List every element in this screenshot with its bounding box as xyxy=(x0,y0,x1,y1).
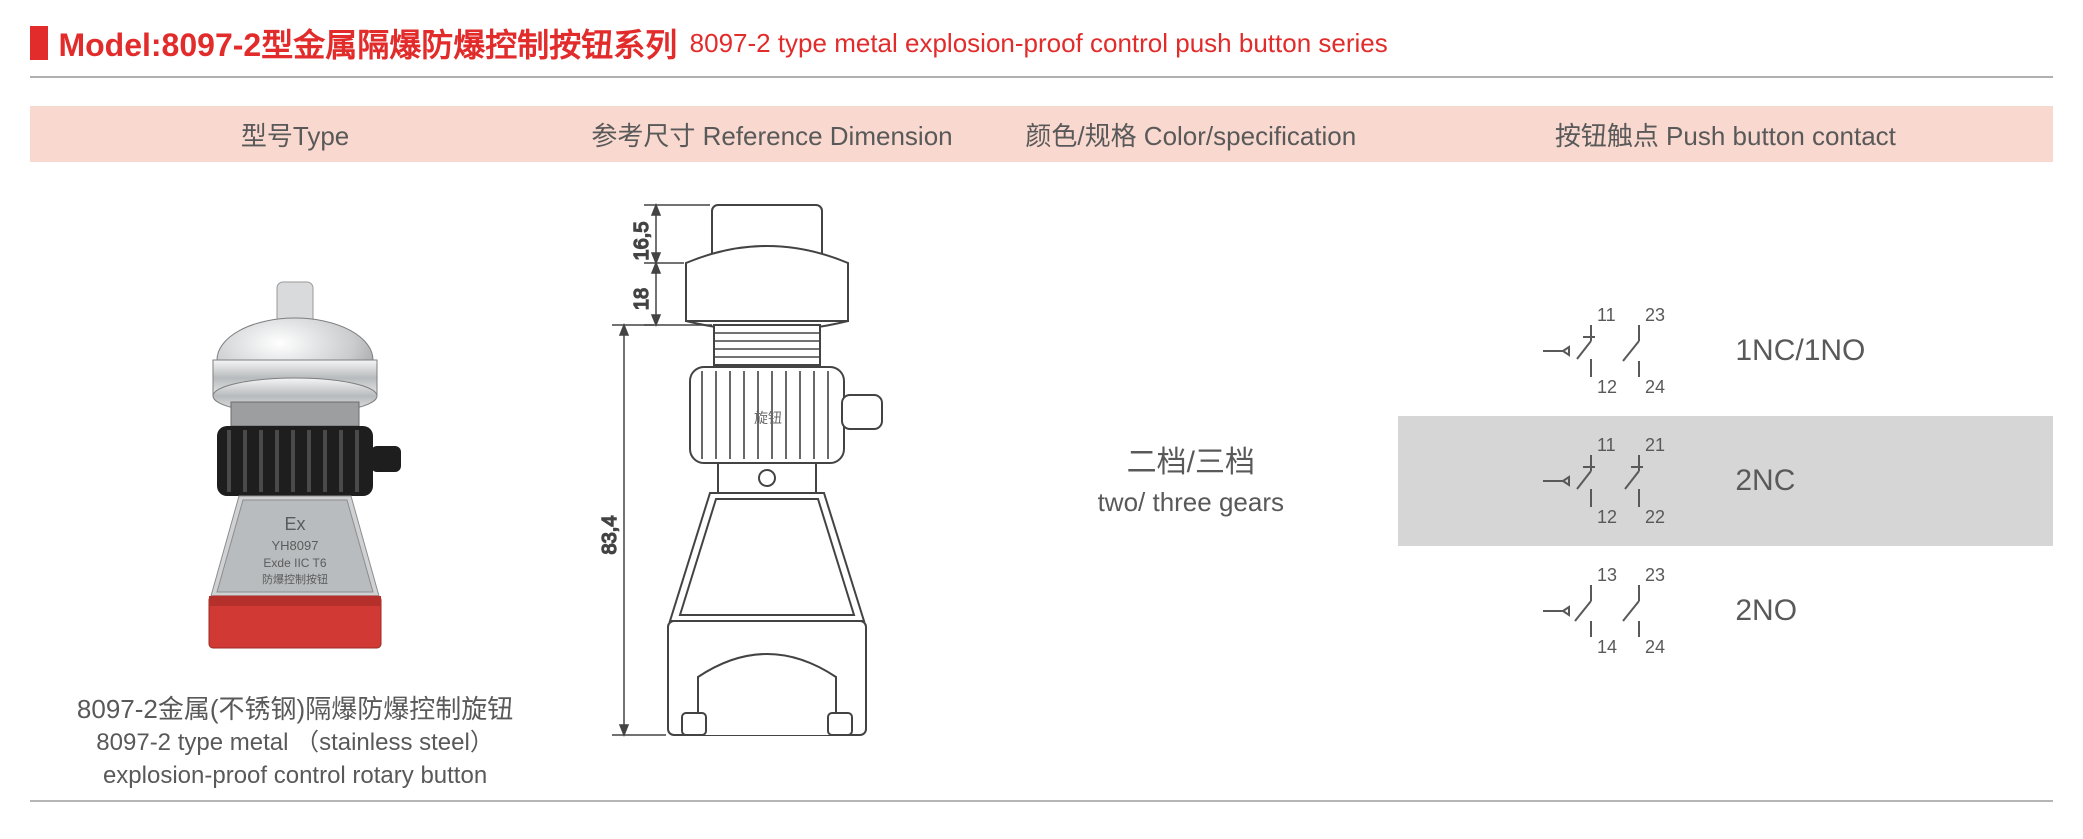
contact-label: 2NO xyxy=(1735,594,1915,628)
title-model-prefix: Model:8097-2 xyxy=(58,27,261,63)
dim-top: 16,5 xyxy=(631,222,653,261)
title-model: Model:8097-2型金属隔爆防爆控制按钮系列 xyxy=(58,27,677,63)
contact-row: 11 12 21 22 2NC xyxy=(1398,416,2053,546)
header-type: 型号Type xyxy=(30,116,560,153)
cell-contact: 11 12 23 24 1NC/1NO 11 12 xyxy=(1398,162,2053,800)
title-cn: 型金属隔爆防爆控制按钮系列 xyxy=(261,27,677,63)
cell-type: Ex YH8097 Exde IIC T6 防爆控制按钮 8097-2金属(不锈… xyxy=(30,162,560,800)
type-caption-en1: 8097-2 type metal （stainless steel） xyxy=(77,727,513,759)
svg-text:12: 12 xyxy=(1597,377,1617,397)
header-contact: 按钮触点 Push button contact xyxy=(1398,116,2053,153)
dim-knob-label: 旋钮 xyxy=(754,410,782,426)
svg-text:23: 23 xyxy=(1645,565,1665,585)
product-image: Ex YH8097 Exde IIC T6 防爆控制按钮 xyxy=(165,274,425,684)
badge-model: YH8097 xyxy=(272,538,319,553)
svg-text:12: 12 xyxy=(1597,507,1617,527)
title-bar: Model:8097-2型金属隔爆防爆控制按钮系列 8097-2 type me… xyxy=(30,20,2053,78)
header-color: 颜色/规格 Color/specification xyxy=(984,116,1398,153)
color-spec-cn: 二档/三档 xyxy=(1098,442,1284,484)
svg-text:13: 13 xyxy=(1597,565,1617,585)
svg-text:22: 22 xyxy=(1645,507,1665,527)
contact-schematic-icon: 13 14 23 24 xyxy=(1535,561,1695,661)
type-caption: 8097-2金属(不锈钢)隔爆防爆控制旋钮 8097-2 type metal … xyxy=(77,692,513,792)
title-accent-block xyxy=(30,26,48,60)
cell-color-spec: 二档/三档 two/ three gears xyxy=(984,162,1398,800)
table-body-row: Ex YH8097 Exde IIC T6 防爆控制按钮 8097-2金属(不锈… xyxy=(30,162,2053,802)
contact-label: 1NC/1NO xyxy=(1735,334,1915,368)
svg-text:24: 24 xyxy=(1645,637,1665,657)
color-spec-en: two/ three gears xyxy=(1098,484,1284,520)
table-header-row: 型号Type 参考尺寸 Reference Dimension 颜色/规格 Co… xyxy=(30,106,2053,162)
svg-text:24: 24 xyxy=(1645,377,1665,397)
badge-cn: 防爆控制按钮 xyxy=(262,572,328,586)
locking-nut xyxy=(217,426,401,496)
contact-schematic-icon: 11 12 21 22 xyxy=(1535,431,1695,531)
badge-ex: Ex xyxy=(285,514,306,534)
type-caption-en2: explosion-proof control rotary button xyxy=(77,760,513,792)
svg-text:14: 14 xyxy=(1597,637,1617,657)
contact-schematic-icon: 11 12 23 24 xyxy=(1535,301,1695,401)
dim-total: 83,4 xyxy=(599,516,621,555)
svg-text:11: 11 xyxy=(1597,435,1616,455)
dim-mid: 18 xyxy=(631,288,653,310)
svg-text:23: 23 xyxy=(1645,305,1665,325)
dimension-drawing: 旋钮 16,5 18 xyxy=(582,191,962,771)
header-dim: 参考尺寸 Reference Dimension xyxy=(560,116,984,153)
type-caption-cn: 8097-2金属(不锈钢)隔爆防爆控制旋钮 xyxy=(77,692,513,727)
svg-text:11: 11 xyxy=(1597,305,1616,325)
contact-list: 11 12 23 24 1NC/1NO 11 12 xyxy=(1398,286,2053,676)
contact-row: 13 14 23 24 2NO xyxy=(1398,546,2053,676)
title-en: 8097-2 type metal explosion-proof contro… xyxy=(690,28,1388,58)
svg-text:21: 21 xyxy=(1645,435,1665,455)
badge-rating: Exde IIC T6 xyxy=(263,556,326,570)
cell-dimension: 旋钮 16,5 18 xyxy=(560,162,984,800)
contact-label: 2NC xyxy=(1735,464,1915,498)
contact-row: 11 12 23 24 1NC/1NO xyxy=(1398,286,2053,416)
